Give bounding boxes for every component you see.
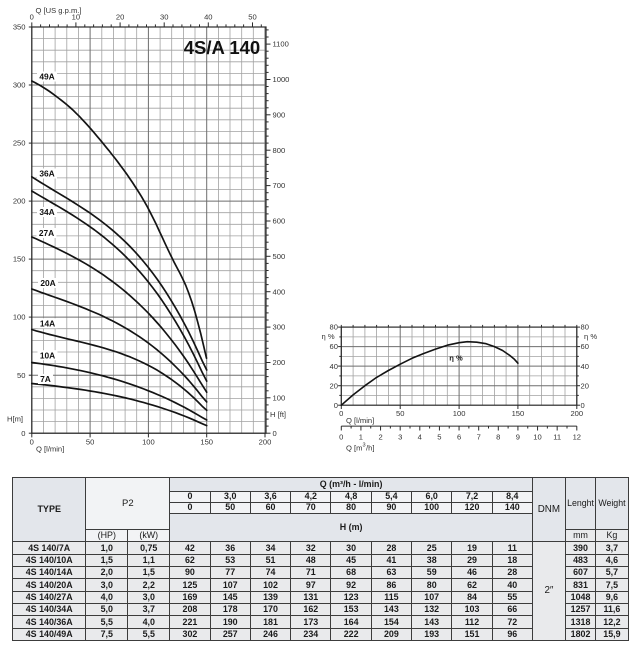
svg-text:200: 200 — [273, 358, 286, 367]
svg-text:1: 1 — [359, 432, 363, 441]
svg-text:η %: η % — [449, 354, 463, 363]
svg-text:350: 350 — [13, 23, 26, 32]
svg-text:36A: 36A — [39, 169, 54, 179]
svg-text:0: 0 — [339, 432, 343, 441]
svg-text:6: 6 — [457, 432, 461, 441]
svg-text:500: 500 — [273, 252, 286, 261]
svg-text:150: 150 — [512, 409, 525, 418]
svg-text:η %: η % — [584, 332, 597, 341]
svg-text:20A: 20A — [40, 278, 55, 288]
svg-text:0: 0 — [334, 401, 338, 410]
svg-text:20: 20 — [581, 381, 589, 390]
svg-text:0: 0 — [30, 438, 34, 447]
svg-text:600: 600 — [273, 217, 286, 226]
svg-text:700: 700 — [273, 181, 286, 190]
svg-text:80: 80 — [330, 323, 338, 332]
svg-text:1100: 1100 — [273, 40, 289, 49]
svg-text:100: 100 — [453, 409, 466, 418]
svg-text:12: 12 — [573, 432, 581, 441]
svg-text:100: 100 — [142, 438, 155, 447]
svg-text:80: 80 — [581, 323, 589, 332]
svg-text:0: 0 — [581, 401, 585, 410]
svg-text:7A: 7A — [40, 374, 51, 384]
svg-text:2: 2 — [378, 432, 382, 441]
svg-text:50: 50 — [396, 409, 404, 418]
svg-text:50: 50 — [86, 438, 94, 447]
svg-text:100: 100 — [13, 313, 26, 322]
svg-text:0: 0 — [273, 429, 277, 438]
svg-text:η %: η % — [322, 332, 335, 341]
svg-text:14A: 14A — [40, 319, 55, 329]
svg-text:4S/A 140: 4S/A 140 — [184, 37, 260, 58]
svg-text:800: 800 — [273, 146, 286, 155]
svg-text:150: 150 — [13, 255, 26, 264]
svg-text:Q [m: Q [m — [346, 444, 362, 453]
svg-text:250: 250 — [13, 139, 26, 148]
svg-text:Q [l/min]: Q [l/min] — [36, 445, 64, 454]
svg-text:60: 60 — [581, 342, 589, 351]
svg-text:10A: 10A — [40, 350, 55, 360]
svg-text:27A: 27A — [39, 228, 54, 238]
svg-text:30: 30 — [160, 13, 168, 22]
svg-text:8: 8 — [496, 432, 500, 441]
svg-text:50: 50 — [248, 13, 256, 22]
svg-text:100: 100 — [273, 393, 286, 402]
svg-text:10: 10 — [72, 13, 80, 22]
svg-text:Q [US g.p.m.]: Q [US g.p.m.] — [36, 6, 82, 15]
svg-text:11: 11 — [553, 432, 561, 441]
svg-text:5: 5 — [437, 432, 441, 441]
svg-text:H[m]: H[m] — [7, 415, 23, 424]
svg-text:34A: 34A — [39, 207, 54, 217]
svg-text:9: 9 — [516, 432, 520, 441]
svg-text:200: 200 — [13, 197, 26, 206]
svg-text:Q [l/min]: Q [l/min] — [346, 416, 374, 425]
svg-text:40: 40 — [330, 362, 338, 371]
svg-text:0: 0 — [21, 429, 25, 438]
svg-text:7: 7 — [477, 432, 481, 441]
svg-text:10: 10 — [533, 432, 541, 441]
svg-text:400: 400 — [273, 287, 286, 296]
svg-text:200: 200 — [259, 438, 272, 447]
svg-text:50: 50 — [17, 371, 25, 380]
svg-text:0: 0 — [30, 13, 34, 22]
svg-text:20: 20 — [116, 13, 124, 22]
svg-text:0: 0 — [339, 409, 343, 418]
svg-text:300: 300 — [273, 323, 286, 332]
svg-text:4: 4 — [418, 432, 422, 441]
svg-text:200: 200 — [570, 409, 583, 418]
svg-text:40: 40 — [581, 362, 589, 371]
svg-text:300: 300 — [13, 81, 26, 90]
svg-text:3: 3 — [398, 432, 402, 441]
svg-text:/h]: /h] — [366, 444, 374, 453]
svg-text:3: 3 — [363, 443, 366, 449]
svg-text:49A: 49A — [39, 72, 54, 82]
svg-text:H [ft]: H [ft] — [270, 410, 286, 419]
svg-text:900: 900 — [273, 110, 286, 119]
svg-text:20: 20 — [330, 381, 338, 390]
svg-text:150: 150 — [200, 438, 213, 447]
svg-text:40: 40 — [204, 13, 212, 22]
svg-text:1000: 1000 — [273, 75, 290, 84]
svg-text:60: 60 — [330, 342, 338, 351]
